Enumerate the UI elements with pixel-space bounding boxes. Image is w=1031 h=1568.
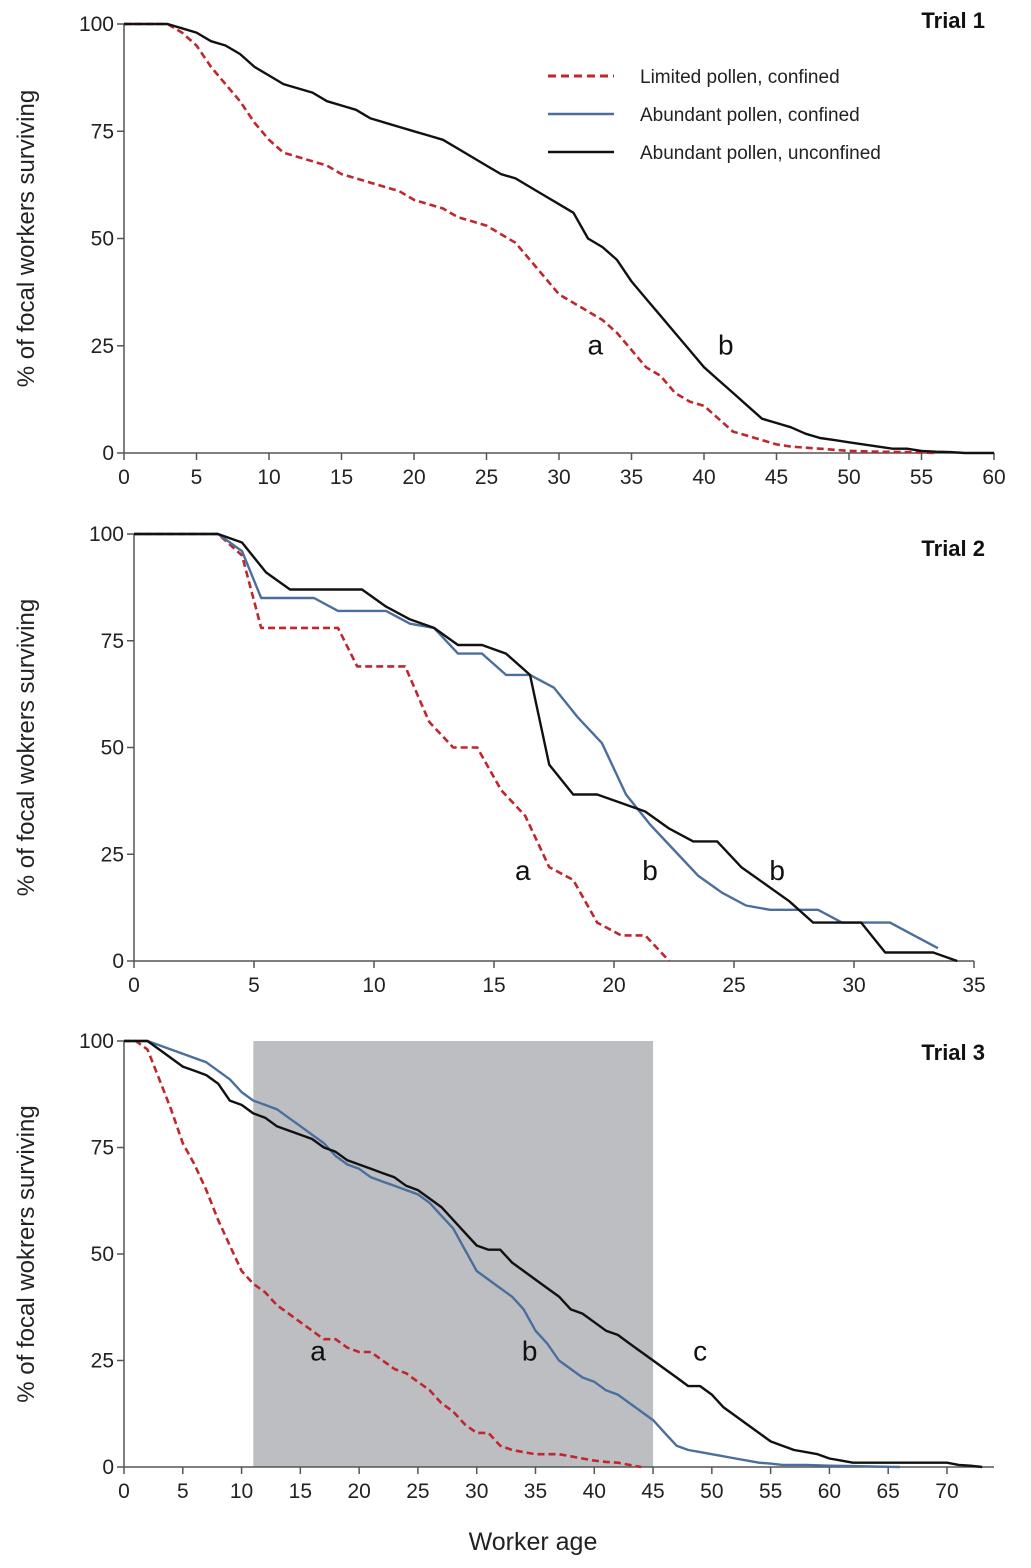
- series-line-limited-pollen-confined: [124, 1039, 642, 1469]
- series-line-limited-pollen-confined: [124, 22, 937, 455]
- x-tick-label: 5: [248, 974, 260, 997]
- panel-trial-2: 0 25 50 75 100 0 5 10 15 20 25 30 35 % of focal wokre…: [13, 523, 986, 997]
- y-tick-label: 0: [112, 950, 124, 973]
- x-tick-label: 50: [700, 1480, 723, 1503]
- x-tick-label: 60: [818, 1480, 841, 1503]
- y-tick-label: 50: [101, 737, 124, 760]
- series-line-abundant-pollen-unconfined: [124, 22, 994, 455]
- x-tick-label: 70: [935, 1480, 958, 1503]
- y-tick-label: 50: [91, 228, 114, 251]
- y-tick-label: 0: [102, 1456, 114, 1479]
- x-tick-label: 30: [842, 974, 865, 997]
- series-line-limited-pollen-confined: [134, 532, 671, 962]
- significance-letter: b: [718, 329, 734, 360]
- x-tick-label: 45: [641, 1480, 664, 1503]
- panel-title: Trial 3: [921, 1040, 985, 1065]
- x-tick-label: 55: [910, 466, 933, 489]
- legend-label: Limited pollen, confined: [640, 67, 840, 88]
- y-tick-label: 25: [101, 843, 124, 866]
- x-tick-label: 20: [602, 974, 625, 997]
- y-axis-label: % of focal workers surviving: [13, 90, 40, 387]
- x-tick-label: 55: [759, 1480, 782, 1503]
- x-tick-label: 15: [289, 1480, 312, 1503]
- x-tick-label: 25: [406, 1480, 429, 1503]
- panel-title: Trial 2: [921, 536, 985, 561]
- series-line-abundant-pollen-confined: [124, 1039, 900, 1469]
- panel-title: Trial 1: [921, 8, 985, 33]
- y-tick-label: 25: [91, 1350, 114, 1373]
- significance-letter: b: [642, 855, 658, 886]
- x-tick-label: 10: [257, 466, 280, 489]
- x-tick-label: 50: [837, 466, 860, 489]
- significance-letter: a: [310, 1336, 326, 1367]
- y-tick-label: 100: [79, 13, 114, 36]
- x-tick-label: 20: [347, 1480, 370, 1503]
- x-tick-label: 0: [118, 466, 130, 489]
- y-axis-label: % of focal wokrers surviving: [13, 1105, 40, 1402]
- x-tick-label: 25: [475, 466, 498, 489]
- significance-letter: a: [515, 855, 531, 886]
- x-tick-label: 5: [177, 1480, 189, 1503]
- x-tick-label: 20: [402, 466, 425, 489]
- y-tick-label: 100: [79, 1030, 114, 1053]
- significance-letter: b: [522, 1336, 538, 1367]
- x-tick-label: 35: [620, 466, 643, 489]
- series-line-abundant-pollen-unconfined: [124, 1039, 983, 1469]
- y-axis-label: % of focal wokrers surviving: [13, 599, 40, 896]
- y-tick-label: 50: [91, 1243, 114, 1266]
- shaded-age-region: [253, 1041, 654, 1467]
- x-tick-label: 10: [362, 974, 385, 997]
- x-axis-label: Worker age: [469, 1528, 598, 1556]
- x-tick-label: 10: [230, 1480, 253, 1503]
- y-tick-label: 75: [91, 120, 114, 143]
- x-tick-label: 35: [524, 1480, 547, 1503]
- y-tick-label: 75: [101, 630, 124, 653]
- x-tick-label: 0: [128, 974, 140, 997]
- x-tick-label: 60: [982, 466, 1005, 489]
- panel-trial-3: 0 25 50 75 100 0 5 10 15 20 25 30 35 40 45 50 55 60 65 70 % …: [13, 1030, 994, 1503]
- legend-label: Abundant pollen, unconfined: [640, 143, 881, 164]
- significance-letter: b: [769, 855, 785, 886]
- x-tick-label: 15: [482, 974, 505, 997]
- x-tick-label: 30: [547, 466, 570, 489]
- y-tick-label: 25: [91, 335, 114, 358]
- y-tick-label: 100: [89, 523, 124, 546]
- series-line-abundant-pollen-unconfined: [134, 532, 958, 963]
- x-tick-label: 30: [465, 1480, 488, 1503]
- x-tick-label: 45: [765, 466, 788, 489]
- x-tick-label: 25: [722, 974, 745, 997]
- x-tick-label: 40: [583, 1480, 606, 1503]
- significance-letter: a: [587, 329, 603, 360]
- y-tick-label: 75: [91, 1137, 114, 1160]
- x-tick-label: 65: [877, 1480, 900, 1503]
- legend: Limited pollen, confined Abundant pollen,…: [548, 67, 881, 164]
- series-line-abundant-pollen-confined: [134, 532, 939, 950]
- x-tick-label: 35: [962, 974, 985, 997]
- y-tick-label: 0: [102, 442, 114, 465]
- significance-letter: c: [693, 1336, 707, 1367]
- x-tick-label: 0: [118, 1480, 130, 1503]
- x-tick-label: 5: [191, 466, 203, 489]
- legend-label: Abundant pollen, confined: [640, 105, 860, 126]
- panel-trial-1: 0 25 50 75 100 0 5 10 15 20 25 30 35 40 45 50 55 60 % of f…: [13, 8, 1006, 489]
- x-tick-label: 15: [330, 466, 353, 489]
- x-tick-label: 40: [692, 466, 715, 489]
